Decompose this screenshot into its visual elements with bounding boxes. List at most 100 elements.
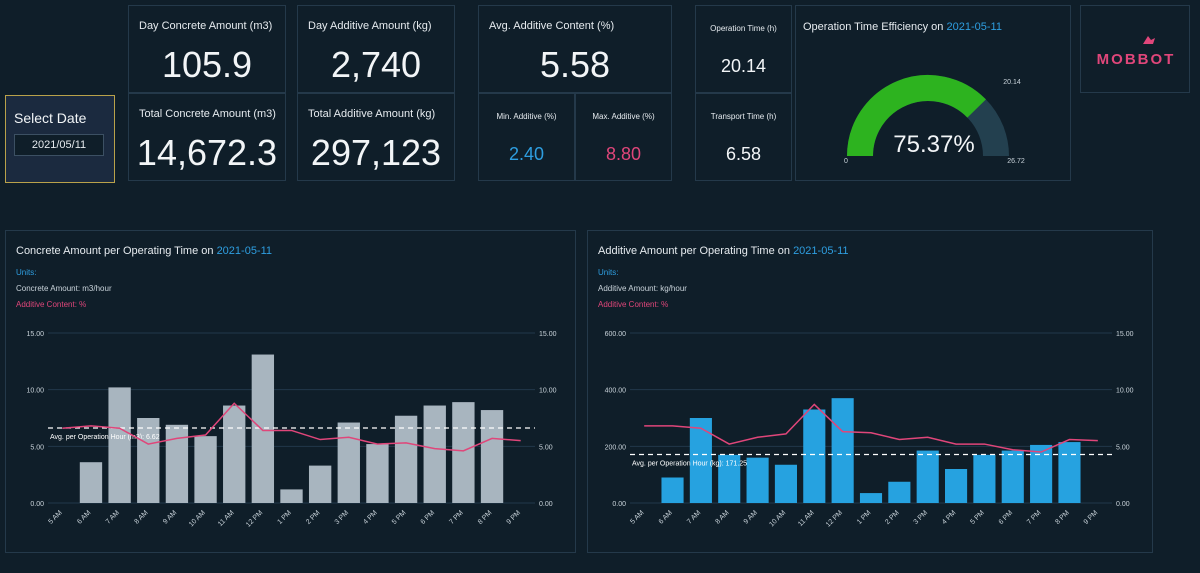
x-tick: 9 AM [162, 509, 178, 525]
bar [394, 415, 418, 503]
concrete-chart-card: Concrete Amount per Operating Time on 20… [5, 230, 576, 553]
bar [423, 405, 446, 503]
day-additive-label: Day Additive Amount (kg) [308, 20, 432, 32]
x-tick: 12 PM [245, 509, 264, 528]
bar [831, 398, 854, 503]
total-additive-card: Total Additive Amount (kg) 297,123 [297, 93, 455, 181]
additive-chart-title: Additive Amount per Operating Time on 20… [598, 245, 849, 257]
x-tick: 2 PM [305, 509, 322, 526]
operation-time-label: Operation Time (h) [710, 24, 777, 33]
x-tick: 6 PM [420, 509, 437, 526]
y-tick-right: 0.00 [539, 501, 553, 508]
x-tick: 7 AM [686, 509, 702, 525]
x-tick: 3 PM [913, 509, 930, 526]
x-tick: 11 AM [797, 509, 816, 528]
date-input[interactable] [14, 134, 104, 156]
avg-additive-value: 5.58 [539, 44, 611, 85]
x-tick: 5 AM [48, 509, 64, 525]
y-tick-left: 15.00 [26, 331, 44, 338]
gauge-chart: 75.37% 0 20.14 26.72 [844, 75, 1025, 165]
bar [973, 454, 996, 503]
day-additive-card: Day Additive Amount (kg) 2,740 [297, 5, 455, 93]
additive-chart-plot: 0.00 200.00 400.00 600.00 0.00 5.00 10.00 15.00… [605, 331, 1134, 529]
x-tick: 5 PM [969, 509, 986, 526]
gauge-max-label: 26.72 [1007, 158, 1025, 165]
total-additive-value: 297,123 [310, 132, 442, 173]
min-additive-card: Min. Additive (%) 2.40 [478, 93, 575, 181]
total-concrete-label: Total Concrete Amount (m3) [139, 108, 276, 120]
total-additive-label: Total Additive Amount (kg) [308, 108, 436, 120]
additive-content-line [644, 403, 1098, 453]
concrete-unit-line-2: Additive Content: % [16, 300, 87, 309]
gauge-percent: 75.37% [893, 131, 974, 158]
gauge-title: Operation Time Efficiency on 2021-05-11 [803, 21, 1002, 33]
concrete-chart-title: Concrete Amount per Operating Time on 20… [16, 245, 272, 257]
gauge-min-label: 0 [844, 158, 848, 165]
day-concrete-value: 105.9 [161, 44, 253, 85]
average-label: Avg. per Operation Hour (kg): 171.25 [632, 460, 747, 467]
x-tick: 2 PM [884, 509, 901, 526]
y-tick-right: 15.00 [539, 331, 557, 338]
bar [888, 481, 911, 503]
additive-content-line [62, 402, 521, 452]
operation-time-value: 20.14 [720, 56, 767, 76]
bar [774, 464, 797, 503]
bar [1058, 442, 1081, 503]
bar [337, 422, 360, 503]
select-date-title: Select Date [14, 110, 87, 126]
bar [1001, 450, 1024, 503]
y-tick-left: 200.00 [605, 444, 627, 451]
bar [718, 454, 741, 503]
bar [308, 465, 332, 503]
bar [223, 405, 246, 503]
x-tick: 7 PM [448, 509, 465, 526]
x-tick: 7 PM [1026, 509, 1043, 526]
additive-chart-card: Additive Amount per Operating Time on 20… [587, 230, 1153, 553]
bar [661, 477, 684, 503]
bar [480, 410, 504, 503]
y-tick-left: 5.00 [30, 444, 44, 451]
mobbot-logo: MOBBOT [1080, 5, 1190, 93]
select-date-card: Select Date [5, 95, 115, 183]
x-tick: 4 PM [362, 509, 379, 526]
bar [945, 469, 968, 503]
y-tick-right: 0.00 [1116, 501, 1130, 508]
max-additive-card: Max. Additive (%) 8.80 [575, 93, 672, 181]
x-tick: 8 PM [1054, 509, 1071, 526]
x-tick: 7 AM [105, 509, 121, 525]
bar [689, 418, 712, 503]
additive-chart-title-date: 2021-05-11 [793, 245, 849, 257]
bar [746, 457, 769, 503]
bar [1030, 444, 1053, 503]
bar [452, 402, 475, 503]
y-tick-left: 400.00 [605, 388, 627, 395]
x-tick: 1 PM [276, 509, 293, 526]
y-tick-left: 0.00 [30, 501, 44, 508]
transport-time-card: Transport Time (h) 6.58 [695, 93, 792, 181]
additive-unit-line-2: Additive Content: % [598, 300, 669, 309]
x-tick: 6 AM [76, 509, 92, 525]
avg-additive-card: Avg. Additive Content (%) 5.58 [478, 5, 672, 93]
avg-additive-label: Avg. Additive Content (%) [489, 20, 615, 32]
concrete-unit-line-1: Concrete Amount: m3/hour [16, 284, 112, 293]
additive-chart-title-text: Additive Amount per Operating Time on [598, 245, 794, 257]
bar [803, 409, 826, 503]
day-additive-value: 2,740 [330, 44, 422, 85]
bar [280, 489, 303, 503]
concrete-units-header: Units: [16, 268, 37, 277]
bar [859, 493, 883, 503]
bar [366, 444, 389, 503]
y-tick-left: 600.00 [605, 331, 627, 338]
bar [251, 354, 275, 503]
x-tick: 6 PM [998, 509, 1015, 526]
x-tick: 9 AM [743, 509, 759, 525]
bar [194, 436, 217, 503]
bar [137, 418, 160, 503]
x-tick: 11 AM [217, 509, 236, 528]
y-tick-right: 5.00 [539, 444, 553, 451]
additive-unit-line-1: Additive Amount: kg/hour [598, 284, 687, 293]
x-tick: 8 PM [477, 509, 494, 526]
x-tick: 6 AM [658, 509, 674, 525]
y-tick-right: 15.00 [1116, 331, 1134, 338]
concrete-chart-plot: 0.00 5.00 10.00 15.00 0.00 5.00 10.00 15.00 Avg.… [26, 331, 557, 529]
